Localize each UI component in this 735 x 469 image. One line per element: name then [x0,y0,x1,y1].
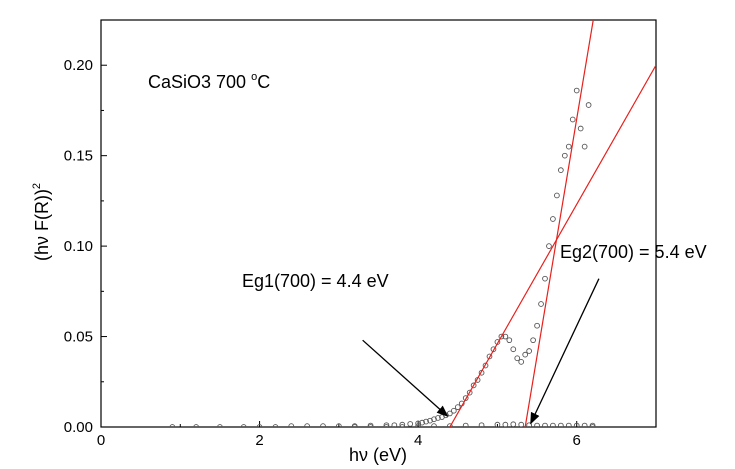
plot-frame [100,19,657,428]
y-axis-ticks: 0.00 0.05 0.10 0.15 0.20 [64,19,107,436]
data-point-s0 [558,167,564,173]
y-axis-title: (hν F(R))2 [31,183,52,261]
data-point-s0 [419,419,425,426]
data-point-s0 [546,243,552,249]
y-tick-label: 0.10 [64,238,93,255]
eg2-annotation: Eg2(700) = 5.4 eV [560,242,707,262]
eg1-annotation: Eg1(700) = 4.4 eV [242,271,389,291]
x-tick-label: 2 [255,432,263,449]
data-point-s0 [565,143,572,150]
data-point-s0 [510,346,517,353]
data-point-s1 [383,424,390,427]
data-point-s0 [526,348,532,354]
data-point-s1 [478,422,485,427]
data-point-s0 [502,333,509,340]
data-point-s0 [577,125,584,132]
data-point-s1 [573,422,580,427]
x-axis-title: hν (eV) [349,445,407,465]
data-point-s1 [589,422,596,427]
data-point-s0 [336,423,342,427]
data-point-s0 [514,355,521,362]
data-point-s1 [518,421,525,427]
fit-line-2 [524,20,594,427]
data-point-s0 [581,143,588,150]
y-tick-label: 0.20 [64,57,93,74]
data-point-s0 [538,301,544,307]
data-point-s0 [534,322,540,329]
sample-label: CaSiO3 700 oC [148,71,270,92]
data-point-s0 [256,424,263,427]
data-point-s1 [415,423,421,427]
data-point-s1 [399,424,406,427]
x-tick-label: 6 [573,432,581,449]
data-point-s0 [431,416,437,423]
data-point-s1 [502,421,509,427]
data-point-s1 [494,421,501,427]
data-point-s0 [399,421,406,427]
x-axis-ticks: 0 2 4 6 [97,421,581,449]
data-point-s0 [407,421,414,427]
data-point-s0 [518,359,525,365]
data-point-s0 [470,382,477,389]
data-point-s0 [217,424,223,427]
x-tick-label: 4 [414,432,422,449]
data-point-s0 [486,353,493,360]
data-point-s0 [585,102,592,108]
fit-line-1 [449,64,656,427]
data-point-s0 [454,404,461,410]
plot-border [100,19,657,428]
data-point-s0 [522,351,529,358]
data-point-s1 [462,422,469,427]
y-tick-label: 0.15 [64,148,93,165]
data-point-s0 [450,407,457,414]
data-point-s1 [510,421,517,427]
data-point-s0 [466,389,473,396]
data-point-s0 [550,216,556,222]
fit-lines [449,20,656,427]
data-point-s0 [320,423,326,427]
data-point-s1 [565,422,572,427]
data-point-s0 [498,333,505,340]
data-point-s0 [530,337,536,344]
annotation-arrow-2 [530,278,600,425]
data-point-s1 [558,422,564,427]
data-point-s0 [573,87,580,94]
data-point-s0 [569,116,576,123]
data-point-s1 [447,423,453,427]
data-point-s1 [351,424,358,427]
y-tick-label: 0.05 [64,329,93,346]
data-point-s1 [550,422,556,427]
data-point-s0 [383,422,390,427]
y-tick-label: 0.00 [64,419,93,436]
x-tick-label: 0 [97,432,105,449]
data-point-s0 [193,424,199,427]
data-point-s0 [561,152,568,159]
data-point-s0 [506,337,513,344]
data-point-s0 [423,418,429,425]
data-point-s1 [367,424,374,427]
data-point-s0 [542,275,548,282]
data-point-s1 [431,423,437,427]
data-point-s0 [272,424,279,427]
data-point-s0 [554,192,560,199]
data-point-s0 [482,362,489,369]
data-point-s0 [304,423,310,427]
data-point-s1 [581,422,588,427]
data-point-s0 [391,422,398,427]
data-point-s1 [542,422,548,427]
data-point-s0 [589,424,596,427]
data-point-s1 [526,422,532,427]
data-points [169,87,596,427]
data-point-s0 [415,420,421,427]
data-point-s0 [169,424,176,427]
data-point-s0 [240,424,247,427]
data-point-s0 [462,395,469,401]
annotation-arrow-1 [362,339,449,417]
annotation-arrows [362,278,600,425]
data-point-s0 [288,423,295,427]
